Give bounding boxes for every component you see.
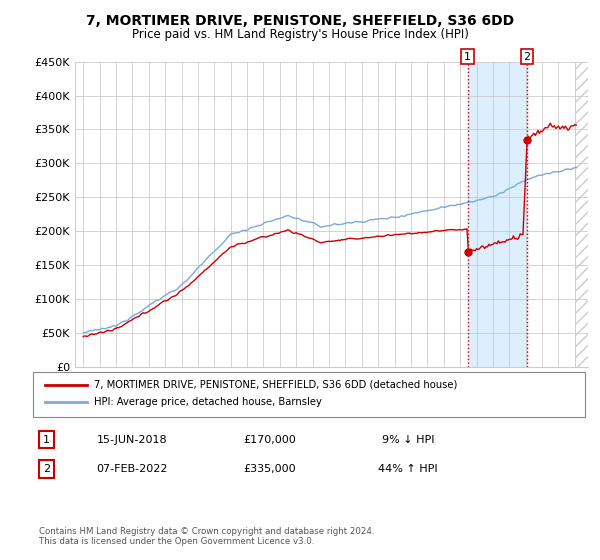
Text: £170,000: £170,000 — [244, 435, 296, 445]
Text: 9% ↓ HPI: 9% ↓ HPI — [382, 435, 434, 445]
Text: Price paid vs. HM Land Registry's House Price Index (HPI): Price paid vs. HM Land Registry's House … — [131, 28, 469, 41]
Text: HPI: Average price, detached house, Barnsley: HPI: Average price, detached house, Barn… — [94, 396, 322, 407]
Bar — [575, 62, 591, 367]
Text: 07-FEB-2022: 07-FEB-2022 — [96, 464, 168, 474]
Text: 7, MORTIMER DRIVE, PENISTONE, SHEFFIELD, S36 6DD: 7, MORTIMER DRIVE, PENISTONE, SHEFFIELD,… — [86, 14, 514, 28]
Bar — [575, 62, 591, 367]
Text: 15-JUN-2018: 15-JUN-2018 — [97, 435, 167, 445]
Text: 44% ↑ HPI: 44% ↑ HPI — [378, 464, 438, 474]
Text: £335,000: £335,000 — [244, 464, 296, 474]
Text: 2: 2 — [523, 52, 530, 62]
Bar — [467, 62, 527, 367]
Text: Contains HM Land Registry data © Crown copyright and database right 2024.
This d: Contains HM Land Registry data © Crown c… — [39, 526, 374, 546]
Text: 1: 1 — [43, 435, 50, 445]
Text: 2: 2 — [43, 464, 50, 474]
Text: 1: 1 — [464, 52, 471, 62]
Text: 7, MORTIMER DRIVE, PENISTONE, SHEFFIELD, S36 6DD (detached house): 7, MORTIMER DRIVE, PENISTONE, SHEFFIELD,… — [94, 380, 458, 390]
